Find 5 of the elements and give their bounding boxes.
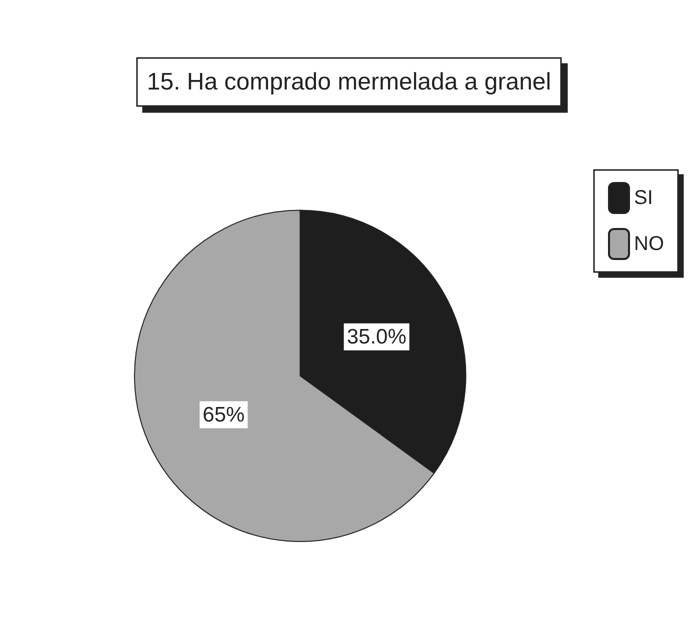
legend-label: SI [634, 187, 653, 209]
data-label: 65% [202, 403, 245, 426]
chart-title: 15. Ha comprado mermelada a granel [146, 68, 552, 96]
data-label: 35.0% [346, 325, 406, 348]
legend-label: NO [634, 233, 664, 255]
